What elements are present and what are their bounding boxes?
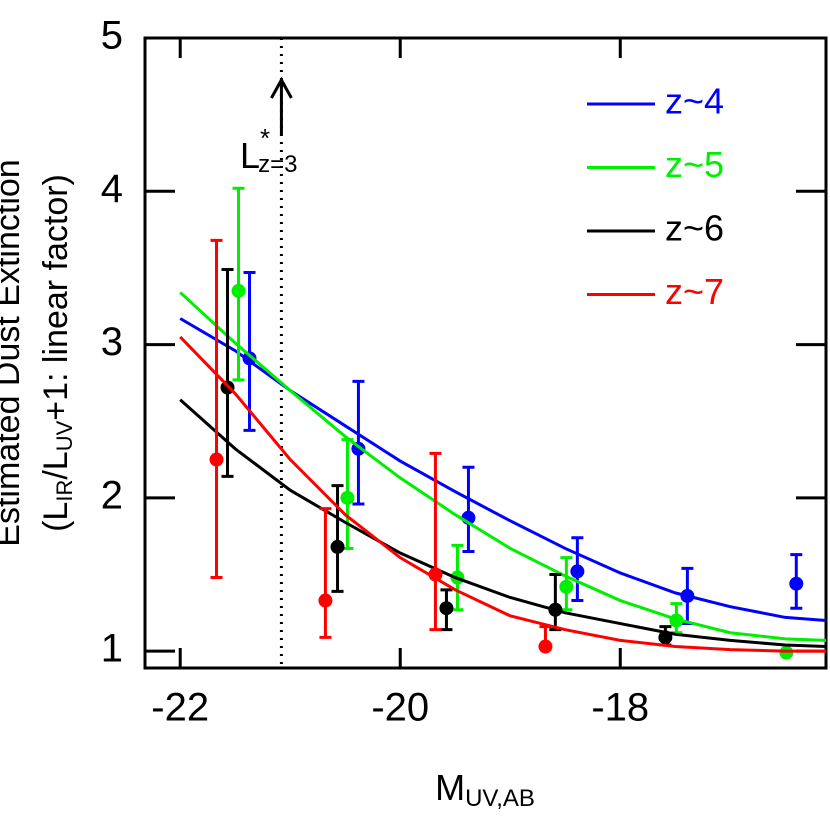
data-point	[318, 593, 333, 608]
data-point	[231, 283, 246, 298]
data-point	[340, 490, 355, 505]
data-point	[209, 452, 224, 467]
legend-label: z~6	[665, 208, 724, 249]
y-tick-label: 4	[101, 167, 123, 211]
fit-curve	[179, 335, 826, 653]
fit-curve	[179, 317, 827, 622]
error-bar	[331, 484, 344, 593]
x-tick-label: -20	[371, 686, 429, 730]
x-tick-label: -22	[151, 686, 209, 730]
data-point	[428, 567, 443, 582]
data-point	[570, 564, 585, 579]
data-point	[439, 601, 454, 616]
error-bar	[221, 267, 234, 478]
x-axis-label: MUV,AB	[435, 767, 535, 813]
data-point	[680, 588, 695, 603]
arrow	[270, 76, 293, 135]
y-tick-label: 1	[101, 627, 123, 671]
plot-frame	[143, 36, 828, 670]
data-point	[779, 645, 794, 660]
error-bar	[429, 451, 442, 632]
data-point	[669, 613, 684, 628]
legend-label: z~5	[665, 144, 724, 185]
error-bar	[462, 465, 475, 554]
legend-label: z~4	[665, 81, 724, 122]
legend-label: z~7	[665, 271, 724, 312]
fit-curve	[179, 398, 827, 649]
data-point	[789, 576, 804, 591]
x-tick-label: -18	[591, 686, 649, 730]
y-tick-label: 2	[101, 473, 123, 517]
y-tick-label: 3	[101, 320, 123, 364]
data-point	[330, 539, 345, 554]
error-bar	[210, 238, 223, 580]
y-axis-label: Estimated Dust Extinction	[0, 159, 27, 546]
annotation: L* z=3	[240, 123, 298, 178]
data-point	[559, 579, 574, 594]
y-axis-label: (LIR/LUV+1: linear factor)	[37, 174, 77, 532]
fit-curve	[179, 291, 827, 642]
error-bar	[319, 507, 332, 639]
data-point	[548, 602, 563, 617]
data-point	[658, 630, 673, 645]
data-point	[242, 351, 257, 366]
y-tick-label: 5	[101, 14, 123, 58]
data-point	[538, 639, 553, 654]
error-bar	[549, 572, 562, 632]
